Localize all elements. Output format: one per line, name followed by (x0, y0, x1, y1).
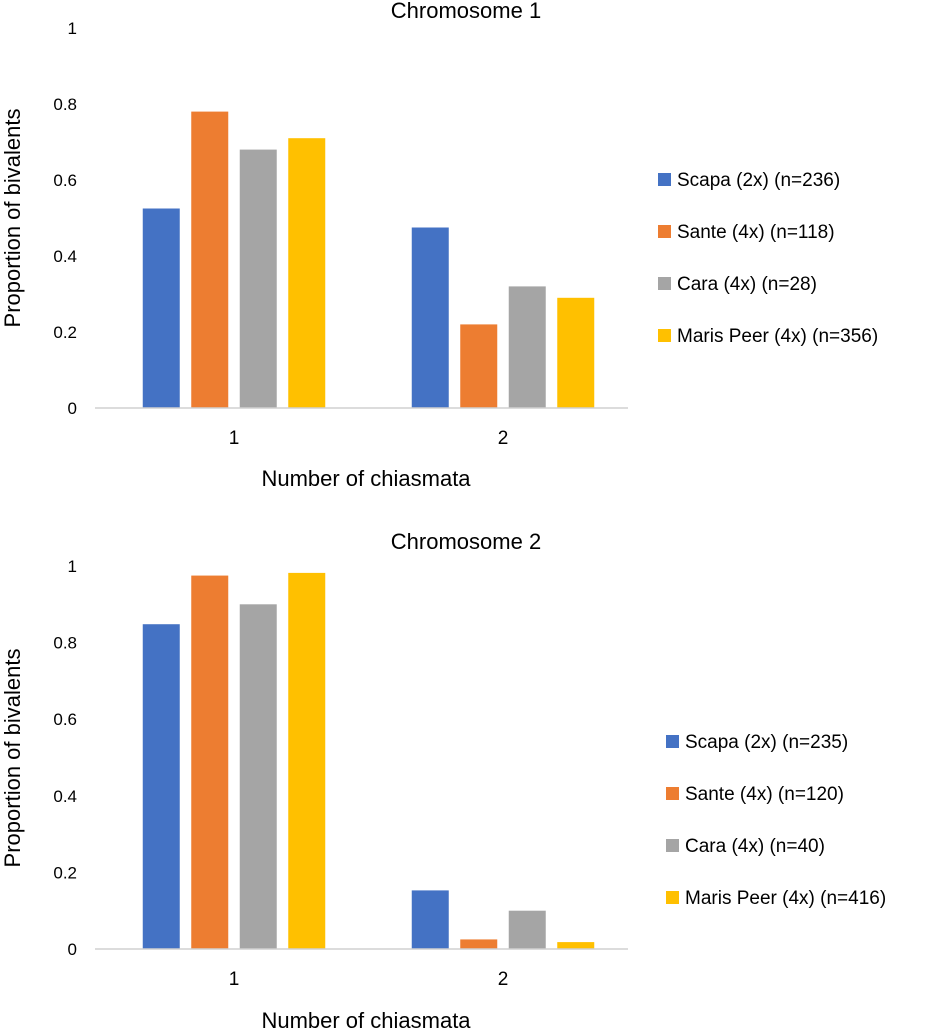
bar-cara-cat-1 (239, 149, 277, 408)
bar-scapa-cat-1 (142, 624, 180, 949)
bar-scapa-cat-1 (142, 208, 180, 408)
bar-scapa-cat-2 (411, 890, 449, 949)
chart-chromosome-2: Chromosome 2 Proportion of bivalents Num… (0, 529, 886, 1033)
bar-sante-cat-1 (191, 111, 229, 408)
y-tick-label: 0.2 (53, 323, 77, 342)
bar-maris-cat-1 (288, 138, 326, 408)
legend-swatch (658, 173, 671, 186)
legend: Scapa (2x) (n=235) Sante (4x) (n=120) Cara… (666, 732, 886, 909)
legend-swatch (666, 735, 679, 748)
x-category-label: 1 (229, 428, 240, 449)
y-tick-label: 0 (68, 399, 77, 418)
legend-label: Scapa (2x) (n=236) (677, 170, 840, 191)
bar-scapa-cat-2 (411, 227, 449, 408)
legend-swatch (666, 839, 679, 852)
bars (142, 111, 595, 408)
y-ticks: 0 0.2 0.4 0.6 0.8 1 (53, 557, 77, 959)
y-tick-label: 0.6 (53, 710, 77, 729)
x-axis-label: Number of chiasmata (261, 466, 471, 491)
x-category-label: 2 (498, 428, 509, 449)
legend-swatch (658, 225, 671, 238)
y-tick-label: 0.6 (53, 171, 77, 190)
bar-maris-cat-2 (557, 297, 595, 408)
y-tick-label: 0.8 (53, 95, 77, 114)
y-tick-label: 0.4 (53, 247, 77, 266)
bar-maris-cat-2 (557, 942, 595, 949)
legend-label: Sante (4x) (n=118) (677, 222, 835, 243)
bar-cara-cat-2 (508, 910, 546, 949)
x-axis-label: Number of chiasmata (261, 1008, 471, 1033)
legend-label: Sante (4x) (n=120) (685, 784, 844, 805)
legend-label: Cara (4x) (n=40) (685, 836, 825, 857)
y-tick-label: 1 (68, 557, 77, 576)
y-ticks: 0 0.2 0.4 0.6 0.8 1 (53, 19, 77, 418)
legend-swatch (666, 891, 679, 904)
chart-title: Chromosome 2 (391, 529, 541, 554)
y-tick-label: 0.2 (53, 863, 77, 882)
bars (142, 572, 595, 949)
bar-sante-cat-2 (460, 939, 498, 949)
bar-cara-cat-1 (239, 604, 277, 949)
bar-maris-cat-1 (288, 572, 326, 949)
y-tick-label: 0.4 (53, 787, 77, 806)
bar-sante-cat-2 (460, 324, 498, 408)
legend-label: Maris Peer (4x) (n=416) (685, 888, 886, 909)
x-category-label: 2 (498, 969, 509, 990)
legend-swatch (666, 787, 679, 800)
legend-swatch (658, 329, 671, 342)
legend-label: Cara (4x) (n=28) (677, 274, 817, 295)
legend-swatch (658, 277, 671, 290)
chart-chromosome-1: Chromosome 1 Proportion of bivalents Num… (0, 0, 878, 491)
legend-label: Scapa (2x) (n=235) (685, 732, 848, 753)
chart-title: Chromosome 1 (391, 0, 541, 23)
legend: Scapa (2x) (n=236) Sante (4x) (n=118) Cara… (658, 170, 878, 347)
y-tick-label: 0.8 (53, 634, 77, 653)
y-axis-label: Proportion of bivalents (0, 109, 25, 328)
legend-label: Maris Peer (4x) (n=356) (677, 326, 878, 347)
bar-cara-cat-2 (508, 286, 546, 408)
bar-sante-cat-1 (191, 575, 229, 949)
y-tick-label: 1 (68, 19, 77, 38)
y-tick-label: 0 (68, 940, 77, 959)
x-category-label: 1 (229, 969, 240, 990)
y-axis-label: Proportion of bivalents (0, 649, 25, 868)
